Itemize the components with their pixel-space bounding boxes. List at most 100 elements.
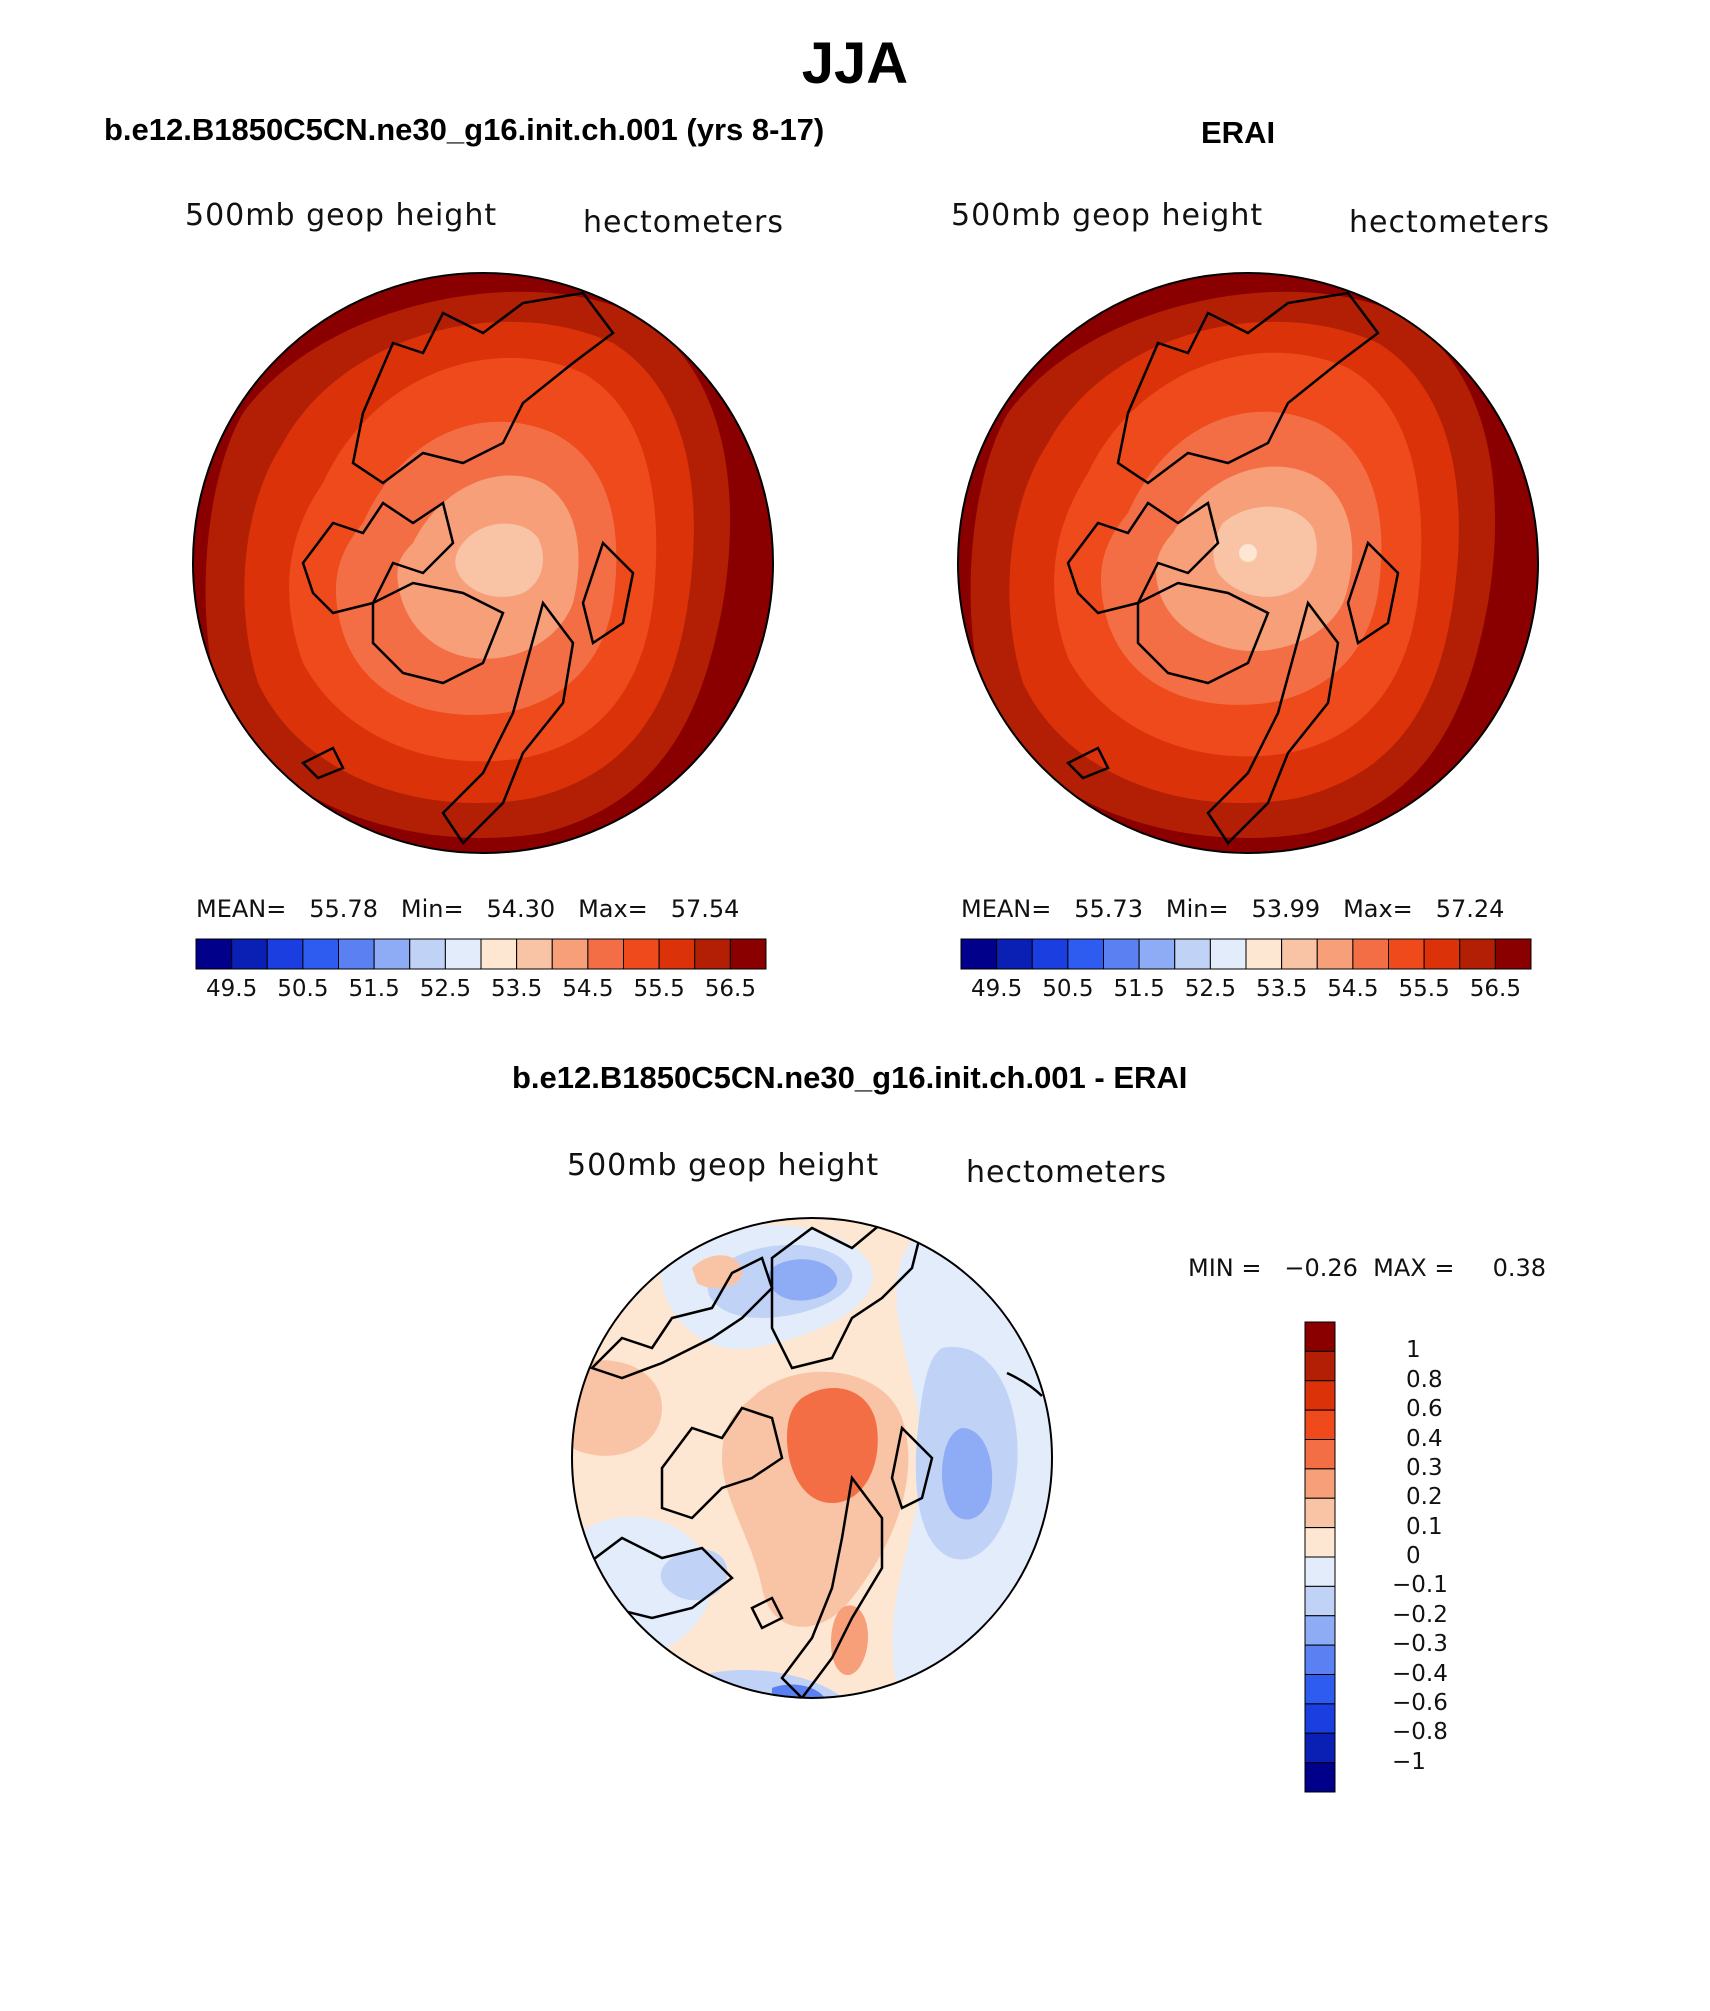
figure-title: JJA <box>801 31 909 96</box>
colorbar-diff-swatch <box>1304 1674 1336 1705</box>
colorbar-model-swatch <box>658 938 696 970</box>
colorbar-obs-swatch <box>1352 938 1389 970</box>
map-obs <box>957 272 1539 854</box>
map-model <box>192 272 774 854</box>
panel-obs-max: 57.24 <box>1435 895 1505 923</box>
panel-obs-units: hectometers <box>1349 205 1550 240</box>
colorbar-diff-swatch <box>1304 1556 1336 1587</box>
colorbar-obs-tick-label: 56.5 <box>1469 976 1521 1002</box>
colorbar-obs-tick-label: 49.5 <box>971 976 1023 1002</box>
colorbar-obs-swatch <box>1494 938 1532 970</box>
colorbar-diff-tick-label: 1 <box>1406 1337 1421 1364</box>
colorbar-diff-tick-label: −0.1 <box>1392 1572 1448 1599</box>
panel-obs-min: 53.99 <box>1251 895 1321 923</box>
colorbar-diff-swatch <box>1304 1762 1336 1793</box>
colorbar-model-tick-label: 49.5 <box>206 976 258 1002</box>
colorbar-model <box>195 938 767 970</box>
colorbar-obs-swatch <box>1209 938 1247 970</box>
panel-diff-title: b.e12.B1850C5CN.ne30_g16.init.ch.001 - E… <box>512 1060 1188 1095</box>
colorbar-diff-tick-label: 0.6 <box>1406 1396 1443 1423</box>
panel-diff-variable: 500mb geop height <box>567 1148 880 1183</box>
colorbar-obs-tick-label: 52.5 <box>1184 976 1236 1002</box>
panel-model-min: 54.30 <box>486 895 556 923</box>
colorbar-obs-swatch <box>1067 938 1104 970</box>
colorbar-model-swatch <box>623 938 660 970</box>
colorbar-obs-swatch <box>1316 938 1354 970</box>
colorbar-diff-swatch <box>1304 1350 1336 1382</box>
colorbar-model-swatch <box>587 938 624 970</box>
panel-obs-title: ERAI <box>1201 115 1276 150</box>
colorbar-obs-tick-label: 53.5 <box>1256 976 1308 1002</box>
colorbar-obs-swatch <box>1174 938 1211 970</box>
colorbar-obs-swatch <box>1388 938 1425 970</box>
panel-model-title: b.e12.B1850C5CN.ne30_g16.init.ch.001 (yr… <box>104 112 825 147</box>
colorbar-obs-swatch <box>1281 938 1318 970</box>
colorbar-diff-tick-label: −1 <box>1392 1748 1426 1775</box>
colorbar-diff-swatch <box>1304 1380 1336 1411</box>
colorbar-diff <box>1304 1321 1336 1793</box>
colorbar-obs-tick-label: 50.5 <box>1042 976 1094 1002</box>
colorbar-diff-swatch <box>1304 1585 1336 1617</box>
colorbar-obs-swatch <box>960 938 998 970</box>
map-diff <box>571 1217 1053 1699</box>
colorbar-diff-swatch <box>1304 1497 1336 1529</box>
colorbar-model-tick-label: 50.5 <box>277 976 329 1002</box>
colorbar-model-tick-label: 51.5 <box>348 976 400 1002</box>
colorbar-diff-tick-label: −0.2 <box>1392 1601 1448 1628</box>
colorbar-obs <box>960 938 1532 970</box>
colorbar-model-swatch <box>551 938 589 970</box>
colorbar-model-tick-label: 53.5 <box>491 976 543 1002</box>
colorbar-model-swatch <box>694 938 731 970</box>
panel-model-min-label: Min= <box>400 895 464 923</box>
colorbar-obs-tick-label: 55.5 <box>1398 976 1450 1002</box>
colorbar-model-swatch <box>409 938 446 970</box>
colorbar-diff-tick-label: 0.8 <box>1406 1366 1443 1393</box>
colorbar-obs-swatch <box>1459 938 1496 970</box>
colorbar-obs-tick-label: 51.5 <box>1113 976 1165 1002</box>
colorbar-model-tick-label: 55.5 <box>633 976 685 1002</box>
colorbar-model-swatch <box>231 938 268 970</box>
colorbar-model-ticks: 49.5 50.5 51.5 52.5 53.5 54.5 55.5 56.5 <box>196 976 766 1006</box>
colorbar-obs-ticks: 49.5 50.5 51.5 52.5 53.5 54.5 55.5 56.5 <box>961 976 1531 1006</box>
colorbar-diff-tick-label: −0.4 <box>1392 1660 1448 1687</box>
colorbar-diff-tick-label: −0.3 <box>1392 1631 1448 1658</box>
colorbar-diff-tick-label: 0.3 <box>1406 1454 1443 1481</box>
panel-obs-max-label: Max= <box>1343 895 1413 923</box>
panel-obs-mean-label: MEAN= <box>961 895 1052 923</box>
colorbar-diff-swatch <box>1304 1439 1336 1470</box>
panel-model-mean: 55.78 <box>309 895 378 923</box>
panel-model-units: hectometers <box>583 205 784 240</box>
colorbar-obs-swatch <box>1031 938 1069 970</box>
panel-diff-units: hectometers <box>966 1155 1167 1190</box>
colorbar-diff-swatch <box>1304 1321 1336 1352</box>
panel-obs-variable: 500mb geop height <box>951 198 1264 233</box>
colorbar-diff-tick-label: 0 <box>1406 1543 1421 1569</box>
colorbar-diff-swatch <box>1304 1409 1336 1440</box>
colorbar-model-tick-label: 52.5 <box>419 976 471 1002</box>
colorbar-diff-tick-label: 0.4 <box>1406 1425 1443 1452</box>
colorbar-model-swatch <box>480 938 518 970</box>
panel-obs-mean: 55.73 <box>1074 895 1143 923</box>
colorbar-obs-swatch <box>1103 938 1140 970</box>
colorbar-model-swatch <box>338 938 375 970</box>
colorbar-diff-tick-label: 0.1 <box>1406 1513 1443 1540</box>
colorbar-diff-tick-label: 0.2 <box>1406 1484 1443 1511</box>
colorbar-diff-swatch <box>1304 1615 1336 1646</box>
colorbar-model-swatch <box>302 938 339 970</box>
colorbar-model-swatch <box>729 938 767 970</box>
colorbar-obs-tick-label: 54.5 <box>1327 976 1379 1002</box>
panel-obs-min-label: Min= <box>1165 895 1229 923</box>
panel-model-max-label: Max= <box>578 895 648 923</box>
colorbar-diff-ticks: 1 0.8 0.6 0.4 0.3 0.2 0.1 0 −0.1 −0.2 −0.3 −0.4 −0.6… <box>1392 1322 1512 1792</box>
colorbar-obs-swatch <box>1138 938 1176 970</box>
colorbar-model-tick-label: 56.5 <box>704 976 756 1002</box>
colorbar-diff-swatch <box>1304 1527 1336 1558</box>
colorbar-obs-swatch <box>1423 938 1461 970</box>
colorbar-diff-swatch <box>1304 1644 1336 1675</box>
panel-model-mean-label: MEAN= <box>196 895 287 923</box>
panel-diff-stats: MIN = −0.26 MAX = 0.38 <box>1188 1254 1547 1282</box>
colorbar-diff-swatch <box>1304 1732 1336 1764</box>
colorbar-obs-swatch <box>996 938 1033 970</box>
colorbar-diff-tick-label: −0.8 <box>1392 1719 1448 1746</box>
colorbar-model-swatch <box>266 938 304 970</box>
